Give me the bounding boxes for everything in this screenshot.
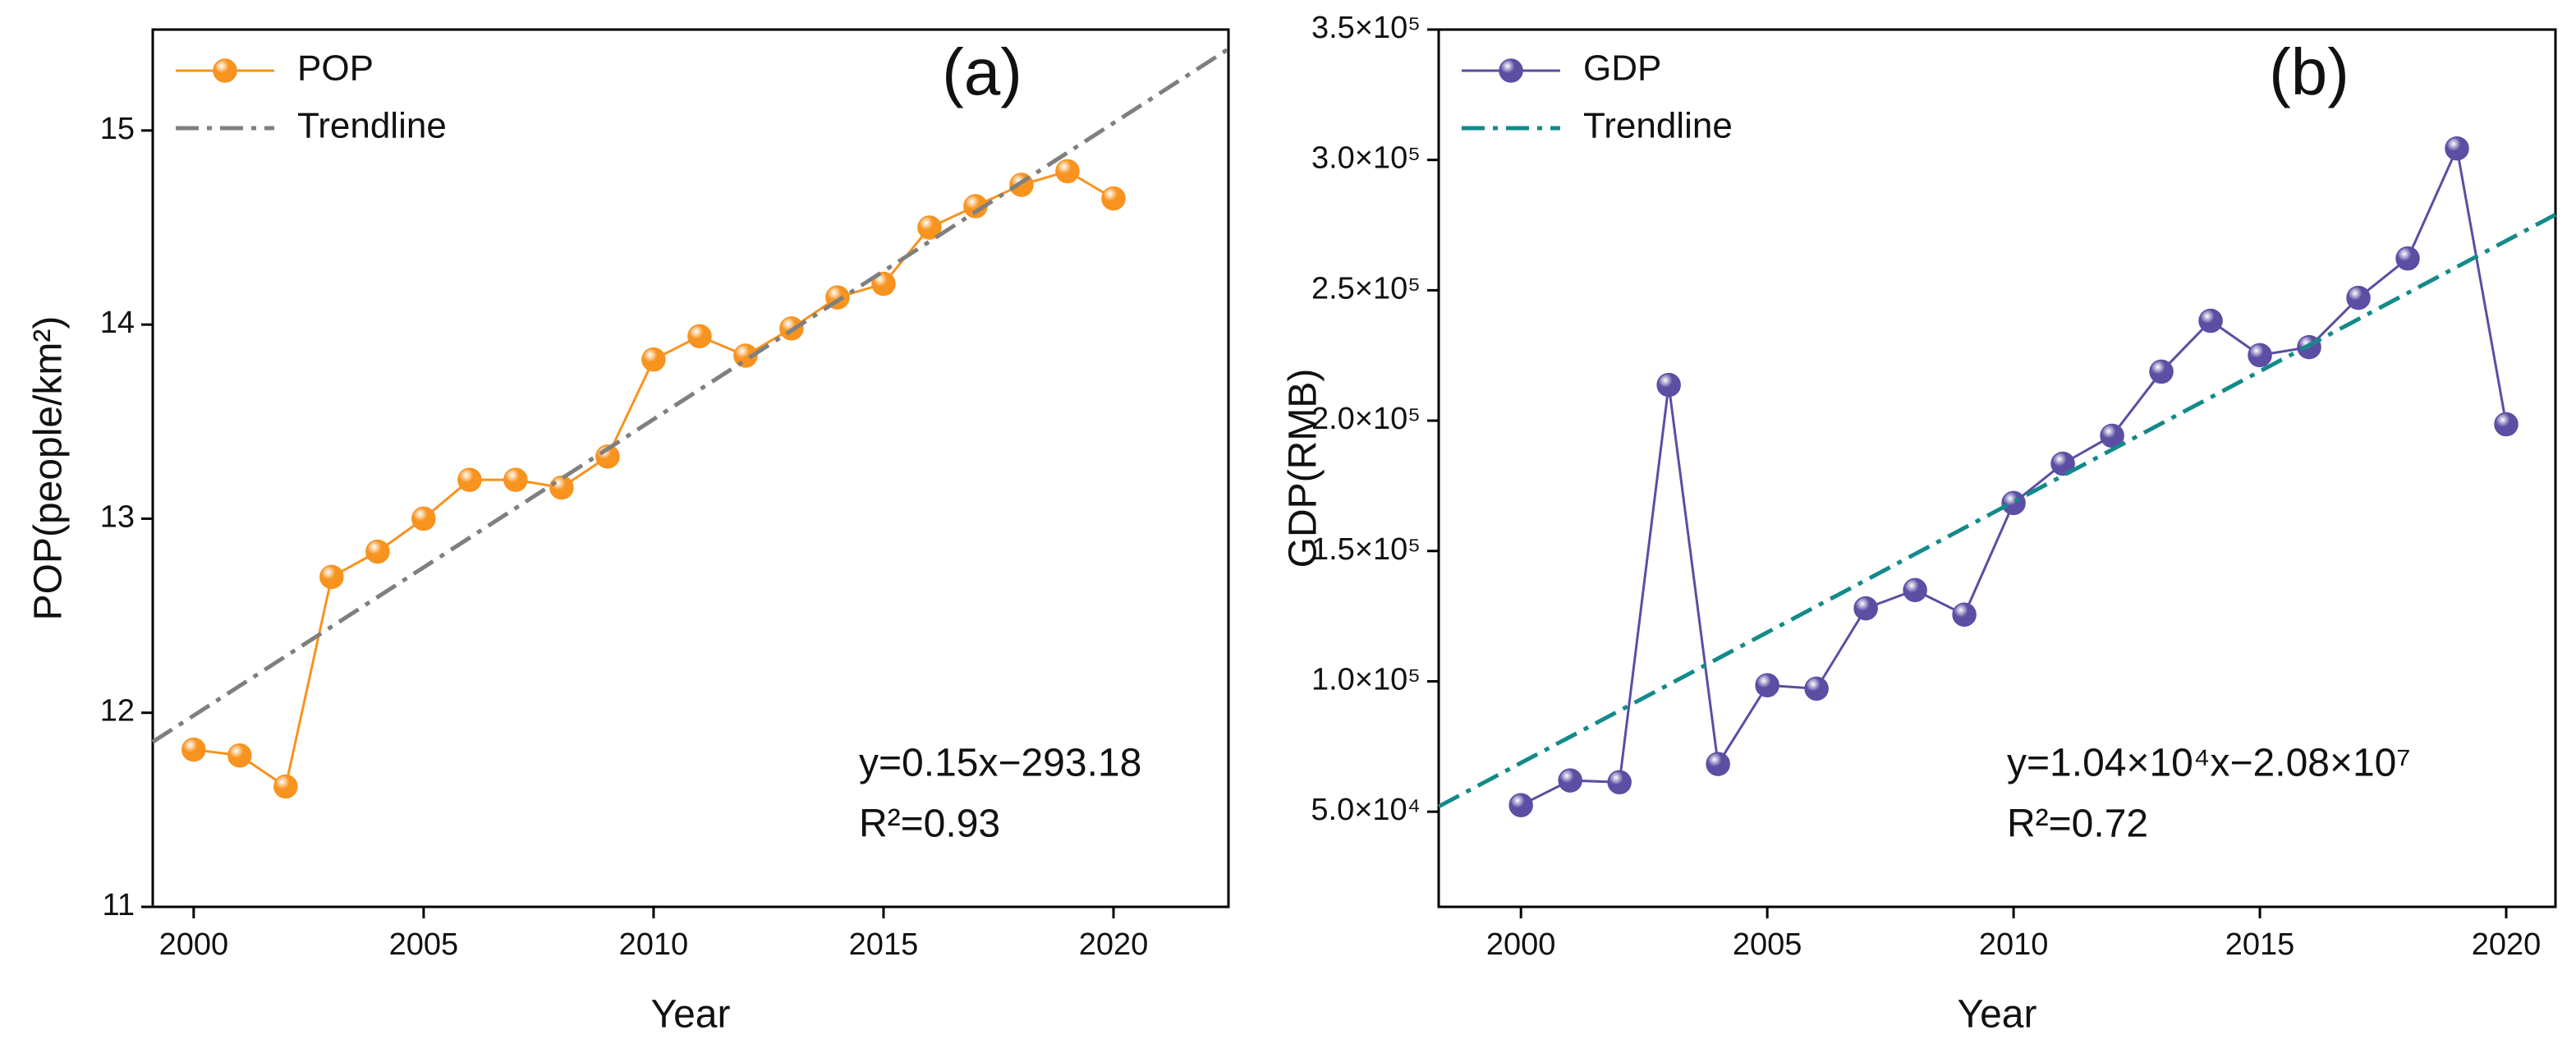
legend-label: Trendline [1583,106,1733,146]
data-point [549,475,574,500]
data-point [2248,343,2272,368]
x-tick-label: 2010 [1979,927,2049,962]
data-point [2100,423,2124,448]
series-line [1437,213,2557,809]
data-point [319,564,344,590]
x-tick-label: 2005 [1733,927,1802,962]
data-point [411,506,436,531]
y-tick-label: 1.0×10⁵ [1311,662,1421,697]
legend-label: POP [297,48,374,89]
data-point [2198,308,2223,334]
data-point [917,215,942,240]
data-point [1853,596,1878,621]
y-tick-label: 5.0×10⁴ [1311,793,1421,827]
y-tick-label: 13 [100,499,135,534]
data-point [1903,577,1927,603]
data-point [273,774,298,799]
data-point [1755,673,1779,697]
data-point [1009,172,1034,197]
x-tick-label: 2010 [619,927,689,962]
data-point [2149,359,2174,384]
y-tick-label: 1.5×10⁵ [1311,532,1421,567]
x-axis-title: Year [651,993,731,1037]
data-point [2395,246,2420,271]
y-tick-label: 2.0×10⁵ [1311,402,1421,436]
x-tick-label: 2020 [1079,927,1149,962]
annotation: R²=0.72 [2007,803,2148,846]
plot-frame [1437,28,2557,908]
data-point [1558,768,1582,793]
data-point [457,467,482,492]
data-point [687,324,712,349]
data-point [641,347,666,372]
legend-marker [213,58,237,83]
x-tick-label: 2015 [2225,927,2295,962]
y-tick-label: 3.5×10⁵ [1311,11,1421,45]
y-tick-label: 2.5×10⁵ [1311,271,1421,306]
plot-frame [151,28,1230,908]
data-point [181,737,206,762]
data-point [1607,770,1632,795]
annotation: R²=0.93 [859,803,1000,846]
data-point [1706,752,1730,776]
x-tick-label: 2000 [1486,927,1556,962]
data-point [1055,159,1080,184]
y-tick-label: 12 [100,694,135,729]
x-tick-label: 2000 [159,927,229,962]
x-tick-label: 2020 [2472,927,2542,962]
y-tick-label: 15 [100,112,135,146]
y-tick-label: 14 [100,306,135,340]
data-point [2346,285,2371,310]
y-tick-label: 3.0×10⁵ [1311,141,1421,176]
data-point [871,271,896,297]
x-tick-label: 2015 [849,927,919,962]
data-point [2050,451,2075,476]
panel-label: (b) [2269,35,2349,108]
x-tick-label: 2005 [389,927,459,962]
annotation: y=1.04×10⁴x−2.08×10⁷ [2007,742,2411,785]
data-point [1101,186,1126,211]
y-tick-label: 11 [103,888,135,922]
data-point [227,743,252,768]
x-axis-title: Year [1958,993,2037,1037]
data-point [503,467,528,492]
data-point [1508,793,1533,817]
series-line [151,47,1230,744]
data-point [2494,412,2519,437]
series-line [193,169,1114,789]
data-point [2001,490,2026,516]
data-point [365,539,390,564]
data-point [2445,136,2469,161]
panel-label: (a) [942,35,1022,108]
data-point [1804,676,1829,702]
legend-label: GDP [1583,48,1661,89]
data-point [1952,602,1977,627]
annotation: y=0.15x−293.18 [859,742,1141,785]
legend-label: Trendline [297,106,447,146]
series-line [1520,144,2508,807]
data-point [1656,372,1681,398]
y-axis-title: POP(people/km²) [27,316,71,621]
y-axis-title: GDP(RMB) [1282,369,1325,568]
legend-marker [1499,58,1523,83]
